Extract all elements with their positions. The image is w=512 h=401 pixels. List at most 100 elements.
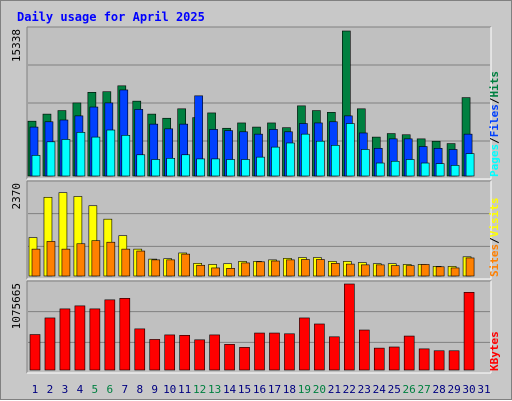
bar-pages-day-9 xyxy=(151,159,161,177)
legend-panel-1: Pages/Files/Hits xyxy=(488,71,501,177)
day-label-25: 25 xyxy=(388,383,401,396)
bar-pages-day-15 xyxy=(241,159,250,177)
bar-sites-day-28 xyxy=(435,266,445,277)
bar-sites-day-8 xyxy=(136,250,146,277)
legend-panel-3: KBytes xyxy=(488,331,501,371)
day-label-17: 17 xyxy=(268,383,281,396)
bar-sites-day-24 xyxy=(375,264,385,277)
bar-pages-day-7 xyxy=(121,135,131,177)
bar-pages-day-8 xyxy=(136,154,146,177)
bar-sites-day-6 xyxy=(106,241,116,277)
day-label-15: 15 xyxy=(238,383,251,396)
bar-kbytes-day-8 xyxy=(134,328,146,371)
bar-sites-day-7 xyxy=(121,248,131,277)
bar-kbytes-day-9 xyxy=(149,339,161,371)
bar-kbytes-day-27 xyxy=(418,348,430,371)
bar-pages-day-14 xyxy=(226,159,235,177)
bar-kbytes-day-1 xyxy=(29,334,41,371)
day-label-6: 6 xyxy=(107,383,114,396)
day-label-11: 11 xyxy=(178,383,191,396)
bar-pages-day-30 xyxy=(465,153,475,177)
bar-kbytes-day-3 xyxy=(59,308,71,371)
bar-sites-day-15 xyxy=(241,262,250,277)
ymax-label-2: 2370 xyxy=(10,183,23,210)
day-label-3: 3 xyxy=(62,383,69,396)
bar-kbytes-day-13 xyxy=(209,334,220,371)
ymax-label-3: 1075665 xyxy=(10,283,23,329)
bar-kbytes-day-19 xyxy=(299,317,310,371)
bar-sites-day-26 xyxy=(405,265,415,277)
day-label-2: 2 xyxy=(47,383,54,396)
bar-kbytes-day-7 xyxy=(119,298,131,371)
bar-sites-day-18 xyxy=(286,259,295,277)
bar-pages-day-21 xyxy=(331,145,340,177)
bar-kbytes-day-5 xyxy=(89,308,101,371)
legend-panel-2: Sites/Visits xyxy=(488,198,501,278)
bar-pages-day-4 xyxy=(76,132,86,177)
bar-sites-day-1 xyxy=(31,248,41,277)
bar-kbytes-day-20 xyxy=(314,323,325,371)
bar-kbytes-day-17 xyxy=(269,332,280,371)
day-label-24: 24 xyxy=(373,383,387,396)
bar-pages-day-12 xyxy=(196,158,205,177)
legend-panel-2-part-0: Sites xyxy=(488,244,501,277)
bar-sites-day-29 xyxy=(450,267,460,277)
bar-sites-day-22 xyxy=(346,263,355,277)
bar-pages-day-22 xyxy=(346,123,355,177)
legend-panel-2-part-1: / xyxy=(488,237,501,244)
bar-sites-day-13 xyxy=(211,267,220,277)
bar-sites-day-25 xyxy=(390,265,400,277)
bar-kbytes-day-21 xyxy=(329,336,340,371)
bar-kbytes-day-28 xyxy=(433,350,445,371)
bar-kbytes-day-26 xyxy=(403,335,415,371)
bar-pages-day-17 xyxy=(271,146,280,177)
bar-kbytes-day-15 xyxy=(239,347,250,371)
legend-panel-3-part-0: KBytes xyxy=(488,331,501,371)
bar-pages-day-28 xyxy=(435,163,445,177)
bar-pages-day-13 xyxy=(211,158,220,177)
bar-pages-day-10 xyxy=(166,158,176,177)
day-label-30: 30 xyxy=(462,383,475,396)
bar-kbytes-day-16 xyxy=(254,332,265,371)
bar-sites-day-23 xyxy=(360,264,370,277)
legend-panel-1-part-2: Files xyxy=(488,104,501,137)
bar-kbytes-day-10 xyxy=(164,334,176,371)
bar-sites-day-4 xyxy=(76,243,86,277)
bar-pages-day-27 xyxy=(420,162,430,177)
bar-kbytes-day-23 xyxy=(358,329,370,371)
bar-pages-day-26 xyxy=(405,159,415,177)
bar-sites-day-17 xyxy=(271,260,280,277)
bar-sites-day-14 xyxy=(226,268,235,277)
bar-pages-day-29 xyxy=(450,165,460,177)
bar-kbytes-day-29 xyxy=(448,350,460,371)
bar-kbytes-day-4 xyxy=(74,305,86,371)
bar-kbytes-day-2 xyxy=(44,317,56,371)
day-label-19: 19 xyxy=(298,383,311,396)
bar-kbytes-day-30 xyxy=(463,291,475,371)
bar-pages-day-5 xyxy=(91,136,101,177)
legend-panel-1-part-0: Pages xyxy=(488,144,501,177)
day-label-12: 12 xyxy=(193,383,206,396)
bar-sites-day-19 xyxy=(301,259,310,277)
bar-pages-day-18 xyxy=(286,142,295,177)
chart-title: Daily usage for April 2025 xyxy=(17,10,205,24)
bar-sites-day-30 xyxy=(465,257,475,277)
bar-kbytes-day-11 xyxy=(179,334,190,371)
day-label-13: 13 xyxy=(208,383,221,396)
bar-pages-day-23 xyxy=(360,149,370,177)
bar-sites-day-2 xyxy=(46,241,56,277)
bar-kbytes-day-12 xyxy=(194,339,205,371)
bar-pages-day-20 xyxy=(316,140,325,177)
day-label-8: 8 xyxy=(136,383,143,396)
bar-kbytes-day-24 xyxy=(373,347,385,371)
day-label-28: 28 xyxy=(432,383,445,396)
bar-pages-day-2 xyxy=(46,141,56,177)
legend-panel-1-part-3: / xyxy=(488,97,501,104)
bar-kbytes-day-6 xyxy=(104,299,116,371)
bar-pages-day-6 xyxy=(106,129,116,177)
day-label-5: 5 xyxy=(92,383,99,396)
day-label-23: 23 xyxy=(358,383,371,396)
bar-kbytes-day-22 xyxy=(344,283,355,371)
